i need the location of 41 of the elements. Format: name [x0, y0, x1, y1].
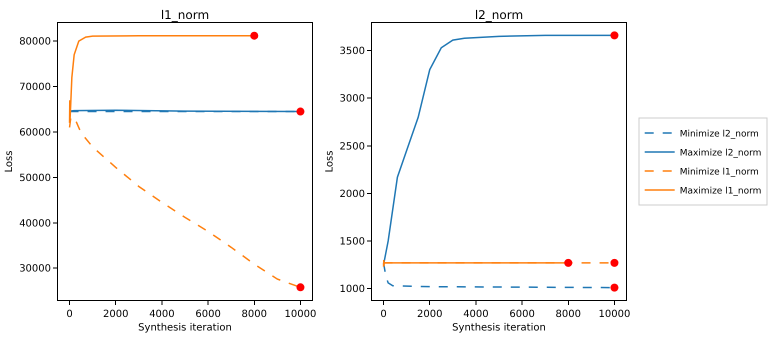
x-tick-label: 2000: [103, 309, 128, 320]
x-axis-title: Synthesis iteration: [138, 322, 232, 334]
point: [610, 31, 618, 40]
y-tick-label: 1000: [340, 284, 365, 296]
y-tick-label: 60000: [19, 127, 51, 138]
y-tick-label: 2500: [340, 141, 365, 152]
x-axis-title: Synthesis iteration: [452, 322, 546, 334]
y-tick-label: 2000: [340, 188, 365, 200]
y-axis-title: Loss: [324, 150, 336, 172]
legend-label: Minimize l1_norm: [680, 168, 759, 178]
point: [610, 284, 618, 292]
y-tick-label: 3000: [340, 94, 365, 105]
y-tick-label: 40000: [19, 218, 51, 230]
y-axis-title: Loss: [4, 150, 16, 172]
chart-title: l2_norm: [474, 8, 524, 22]
y-tick-label: 70000: [19, 82, 51, 94]
y-tick-label: 80000: [19, 36, 51, 48]
x-tick-label: 2000: [417, 309, 442, 320]
point: [564, 258, 572, 267]
x-tick-label: 10000: [284, 309, 316, 320]
point: [610, 258, 618, 267]
x-tick-label: 4000: [463, 309, 489, 320]
point: [296, 283, 304, 292]
y-tick-label: 30000: [19, 264, 51, 275]
legend-label: Minimize l2_norm: [680, 130, 759, 140]
x-tick-label: 6000: [195, 309, 221, 320]
chart-title: l1_norm: [160, 8, 210, 22]
point: [296, 108, 304, 116]
legend-label: Maximize l2_norm: [680, 148, 762, 159]
y-tick-label: 50000: [19, 172, 51, 184]
x-tick-label: 0: [380, 309, 387, 320]
point: [250, 32, 258, 40]
x-tick-label: 10000: [598, 309, 630, 320]
x-tick-label: 4000: [149, 309, 175, 320]
x-tick-label: 8000: [242, 309, 267, 320]
x-tick-label: 8000: [556, 309, 581, 320]
x-tick-label: 6000: [509, 309, 535, 320]
y-tick-label: 3500: [340, 46, 365, 58]
x-tick-label: 0: [66, 309, 73, 320]
legend-label: Maximize l1_norm: [680, 186, 762, 197]
y-tick-label: 1500: [340, 236, 365, 248]
